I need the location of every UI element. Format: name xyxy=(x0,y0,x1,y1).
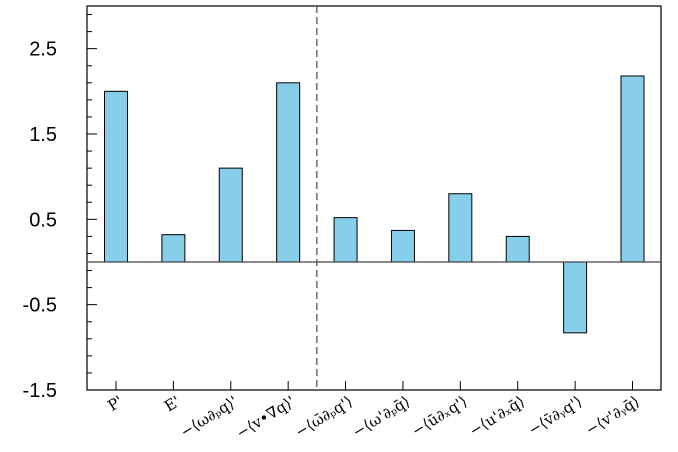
x-tick-label: −⟨u'∂ₓq̄⟩ xyxy=(466,392,528,440)
y-tick-label: 2.5 xyxy=(29,39,57,61)
bar xyxy=(505,235,530,263)
plot-frame xyxy=(86,5,662,391)
y-tick-label: -0.5 xyxy=(23,295,57,317)
bar xyxy=(161,234,186,263)
x-tick-label: −⟨ω∂ₚq⟩' xyxy=(177,392,241,441)
x-tick-label: −⟨ū∂ₓq'⟩ xyxy=(409,392,471,440)
bar xyxy=(333,217,358,263)
bar xyxy=(276,82,301,263)
y-tick-label: 1.5 xyxy=(29,124,57,146)
bar xyxy=(390,229,415,263)
bar xyxy=(104,90,128,263)
x-tick-label: −⟨ω̄∂ₚq'⟩ xyxy=(292,392,356,441)
x-tick-label: −⟨v'∂ᵧq̄⟩ xyxy=(582,392,642,439)
x-tick-label: −⟨v•∇q⟩' xyxy=(233,392,298,442)
bar xyxy=(563,261,588,334)
bar-series xyxy=(104,75,645,334)
x-tick-label: −⟨v̄∂ᵧq'⟩ xyxy=(525,392,585,439)
y-tick-label: -1.5 xyxy=(23,380,57,402)
y-axis: -1.5 -0.5 0.5 1.5 2.5 xyxy=(23,14,97,402)
x-tick-label: P' xyxy=(105,392,127,415)
y-tick-label: 0.5 xyxy=(29,209,57,231)
x-tick-label: E' xyxy=(161,392,183,415)
bar xyxy=(620,75,645,263)
bar xyxy=(448,193,473,263)
x-tick-label: −⟨ω'∂ₚq̄⟩ xyxy=(349,392,413,441)
bar xyxy=(218,167,243,263)
